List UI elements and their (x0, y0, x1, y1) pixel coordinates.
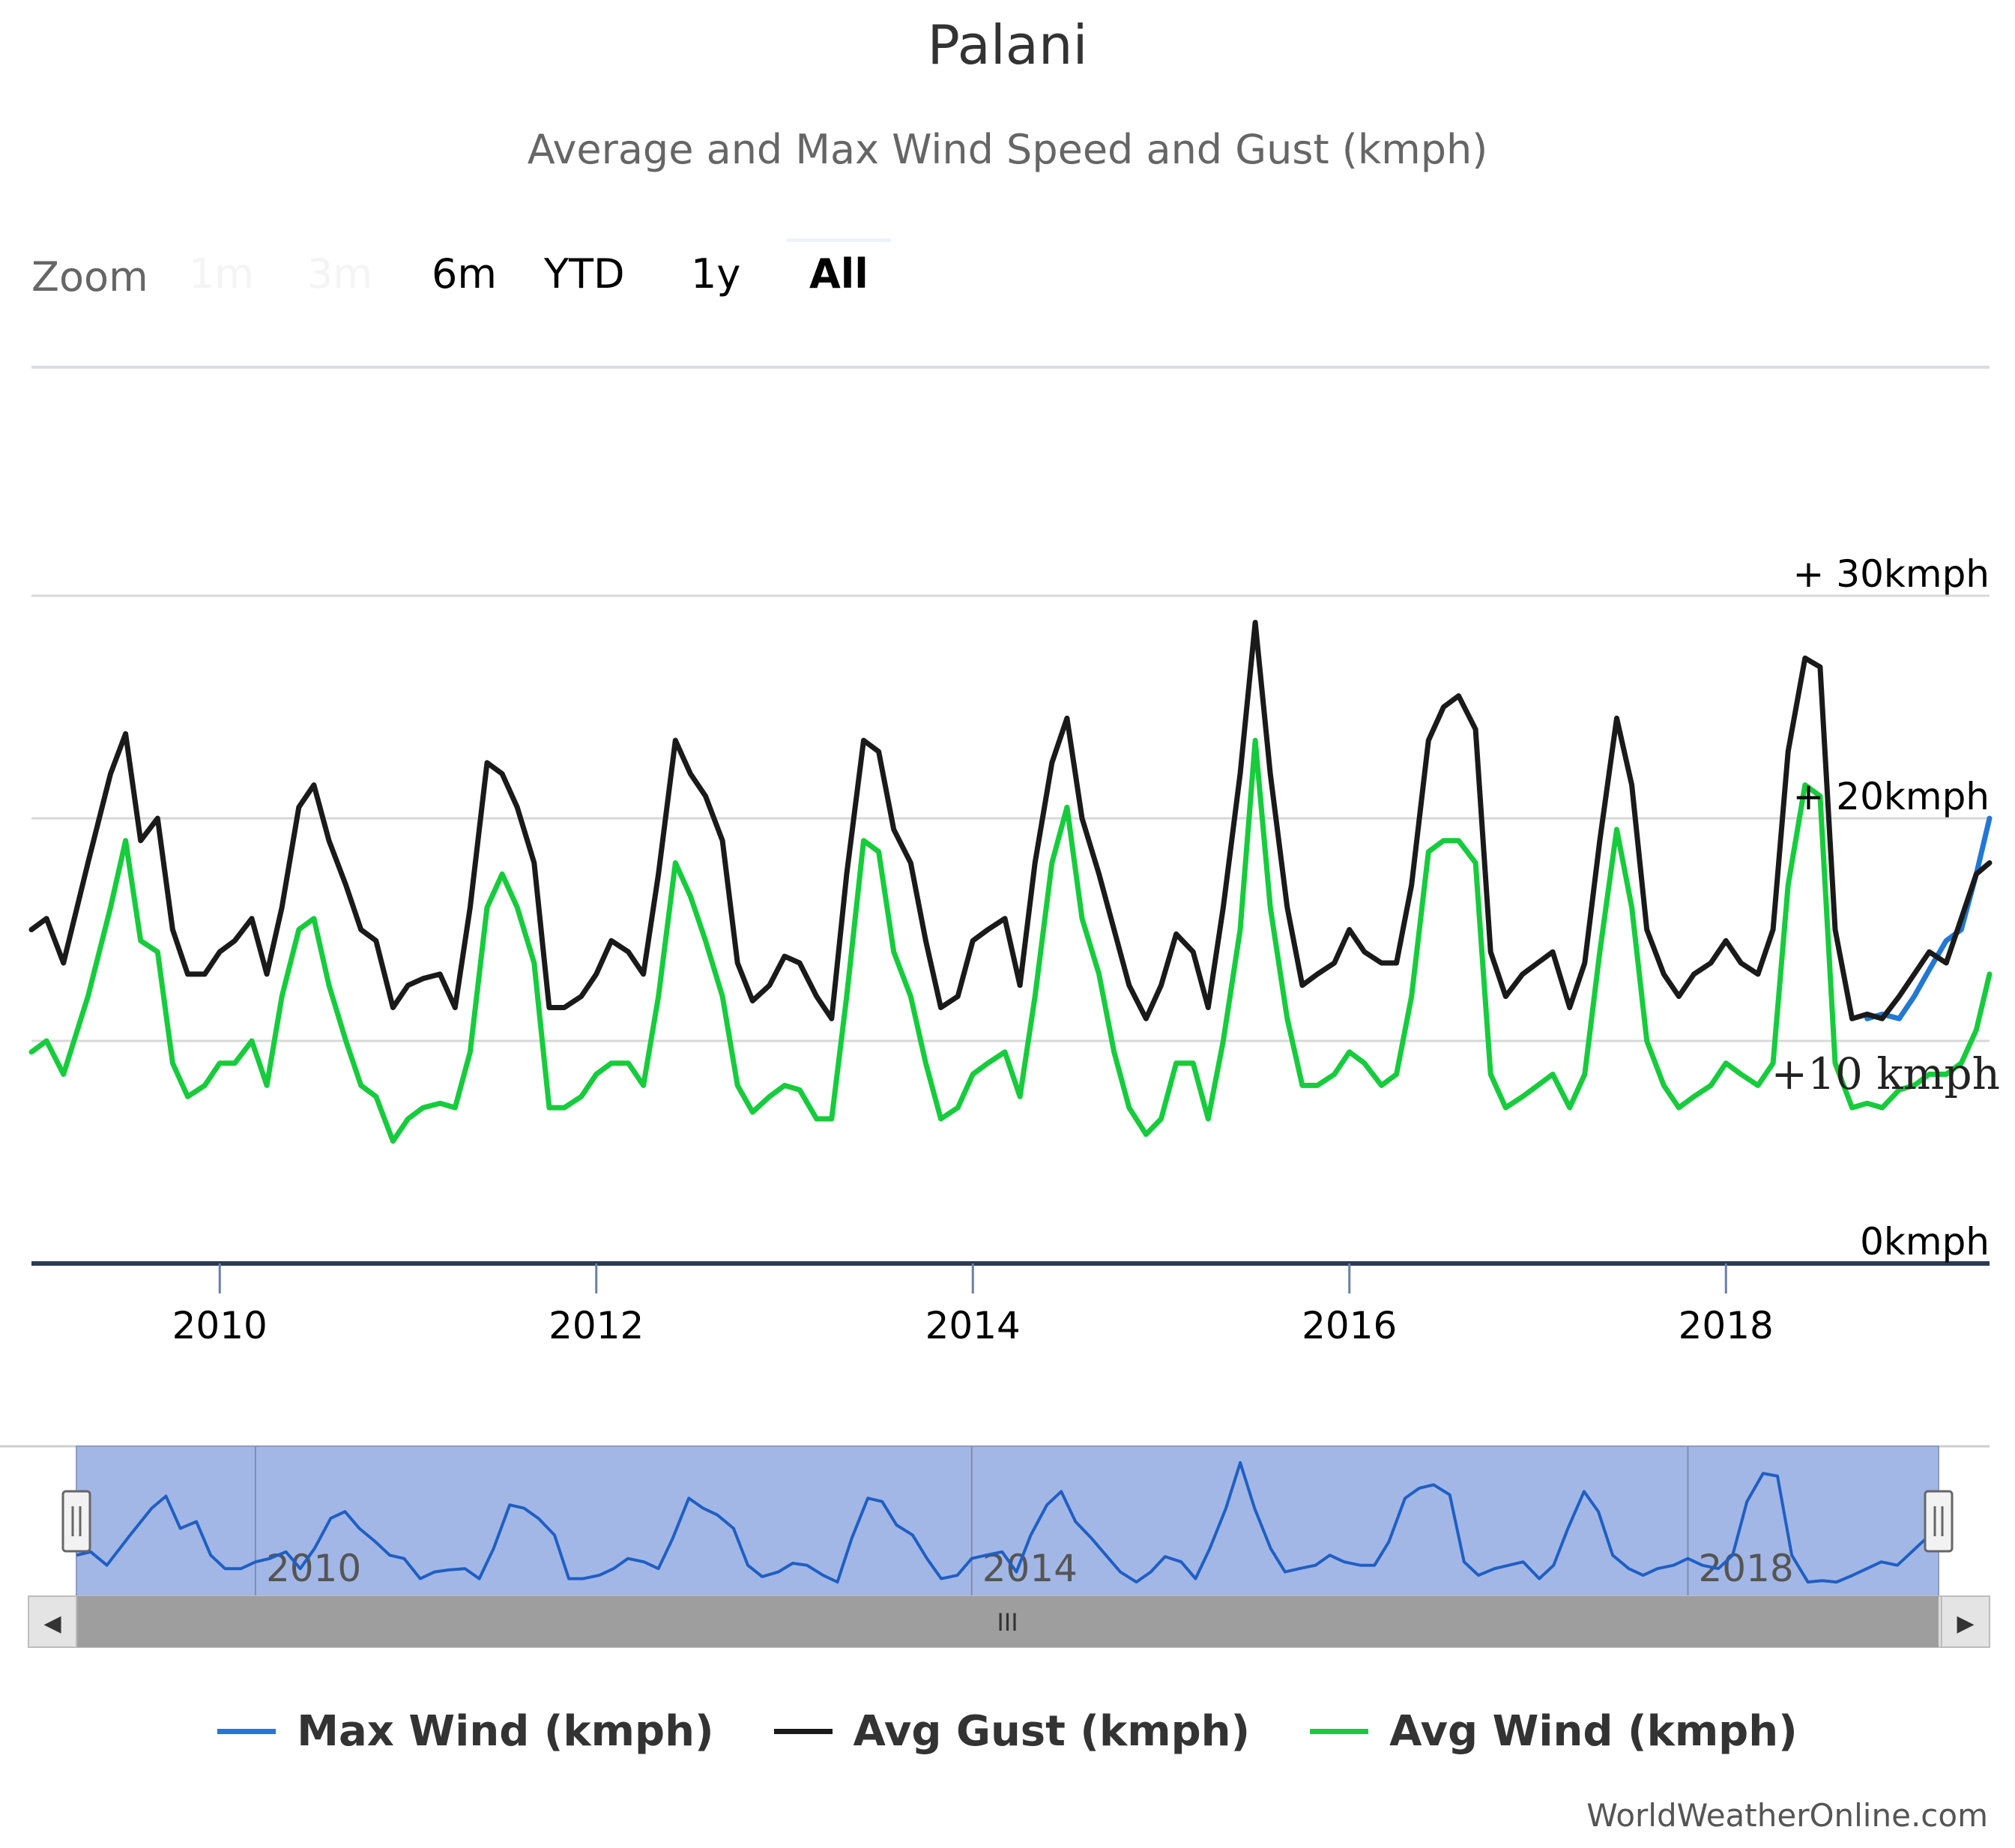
navigator-series-line (76, 1461, 1939, 1584)
x-tick-label: 2018 (1679, 1304, 1774, 1347)
y-tick-label: + 30kmph (1793, 552, 1990, 596)
series-line (28, 620, 1993, 1021)
legend-item-avg-gust[interactable]: Avg Gust (kmph) (773, 1707, 1251, 1756)
zoom-3m-button[interactable]: 3m (307, 250, 372, 298)
x-tick-label: 2012 (549, 1304, 644, 1347)
zoom-1y-button[interactable]: 1y (691, 250, 741, 298)
y-tick-label: +10 kmph (1771, 1048, 2000, 1099)
legend-label-max-wind: Max Wind (kmph) (297, 1707, 714, 1756)
series-lines (28, 620, 1993, 1144)
navigator[interactable]: 2010 2014 2018 (0, 1445, 1990, 1597)
zoom-1m-button[interactable]: 1m (189, 250, 254, 298)
x-tick-label: 2014 (925, 1304, 1021, 1347)
y-axis-labels: 0kmph +10 kmph + 20kmph + 30kmph (1771, 552, 2000, 1263)
scrollbar-right-button[interactable] (1941, 1595, 1990, 1648)
y-tick-label: 0kmph (1860, 1220, 1990, 1263)
scroll-left-icon[interactable]: ◀ (43, 1610, 61, 1637)
scrollbar-left-button[interactable] (28, 1595, 77, 1648)
y-tick-label: + 20kmph (1793, 775, 1990, 818)
series-line (28, 737, 1993, 1144)
credits-link[interactable]: WorldWeatherOnline.com (1586, 1797, 1988, 1834)
x-tick-label: 2016 (1302, 1304, 1397, 1347)
scroll-right-icon[interactable]: ▶ (1957, 1610, 1974, 1637)
navigator-selected-range[interactable] (76, 1446, 1939, 1597)
navigator-right-handle[interactable] (1924, 1490, 1954, 1553)
legend-item-max-wind[interactable]: Max Wind (kmph) (217, 1707, 714, 1756)
grid-lines (31, 594, 1990, 1042)
legend: Max Wind (kmph) Avg Gust (kmph) Avg Wind… (0, 1707, 2015, 1756)
zoom-label: Zoom (31, 253, 148, 301)
scrollbar-grip-icon: III (997, 1608, 1018, 1637)
zoom-ytd-button[interactable]: YTD (544, 250, 625, 298)
legend-label-avg-wind: Avg Wind (kmph) (1389, 1707, 1798, 1756)
zoom-all-button[interactable]: All (787, 238, 891, 298)
legend-item-avg-wind[interactable]: Avg Wind (kmph) (1310, 1707, 1798, 1756)
chart-subtitle: Average and Max Wind Speed and Gust (kmp… (527, 126, 1488, 173)
navigator-left-handle[interactable] (61, 1490, 91, 1553)
series-line (1864, 815, 1993, 1021)
chart-title: Palani (927, 13, 1088, 76)
x-axis: 2010 2012 2014 2016 2018 (31, 1261, 1990, 1347)
x-tick-label: 2010 (172, 1304, 268, 1347)
legend-label-avg-gust: Avg Gust (kmph) (853, 1707, 1251, 1756)
scrollbar[interactable]: ◀ ▶ III (28, 1595, 1990, 1648)
scrollbar-thumb[interactable] (76, 1596, 1939, 1647)
legend-swatch-avg-wind (1310, 1729, 1369, 1734)
zoom-6m-button[interactable]: 6m (432, 250, 497, 298)
legend-swatch-avg-gust (773, 1729, 833, 1734)
legend-swatch-max-wind (217, 1729, 277, 1734)
